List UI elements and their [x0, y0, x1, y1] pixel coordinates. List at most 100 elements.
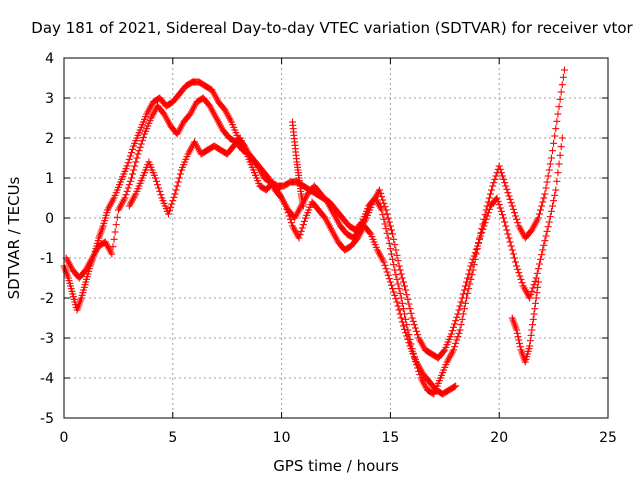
data-point — [401, 282, 409, 290]
data-point — [403, 321, 411, 329]
data-point — [460, 286, 468, 294]
data-point — [526, 342, 534, 350]
data-point — [457, 298, 465, 306]
data-point — [508, 202, 516, 210]
data-point — [552, 125, 560, 133]
data-point — [538, 202, 546, 210]
data-point — [547, 207, 555, 215]
data-point — [513, 326, 521, 334]
data-point — [133, 154, 141, 162]
data-point — [126, 152, 134, 160]
data-point — [168, 200, 176, 208]
data-point — [516, 272, 524, 280]
data-point — [110, 235, 118, 243]
data-point — [538, 251, 546, 259]
data-point — [396, 310, 404, 318]
data-point — [176, 170, 184, 178]
data-point — [516, 339, 524, 347]
data-point — [534, 278, 542, 286]
data-point — [404, 295, 412, 303]
data-point — [506, 238, 514, 246]
data-point — [386, 222, 394, 230]
data-point — [497, 169, 505, 177]
data-point — [473, 242, 481, 250]
data-point — [537, 206, 545, 214]
data-point — [515, 269, 523, 277]
data-point — [387, 226, 395, 234]
data-point — [169, 197, 177, 205]
data-point — [174, 178, 182, 186]
data-point — [531, 305, 539, 313]
data-point — [482, 215, 490, 223]
data-point — [453, 313, 461, 321]
data-point — [455, 306, 463, 314]
x-tick-label: 10 — [273, 430, 291, 446]
data-point — [109, 243, 117, 251]
data-point — [403, 291, 411, 299]
data-point — [450, 323, 458, 331]
data-point — [532, 294, 540, 302]
data-point — [543, 178, 551, 186]
data-point — [545, 166, 553, 174]
data-point — [505, 192, 513, 200]
data-point — [134, 150, 142, 158]
data-point — [296, 231, 304, 239]
data-point — [413, 327, 421, 335]
data-point — [382, 225, 390, 233]
data-point — [113, 213, 121, 221]
data-point — [404, 335, 412, 343]
data-point — [535, 260, 543, 268]
data-point — [286, 215, 294, 223]
data-point — [485, 194, 493, 202]
data-point — [108, 250, 116, 258]
data-point — [396, 289, 404, 297]
data-point — [476, 235, 484, 243]
data-point — [123, 162, 131, 170]
data-point — [553, 117, 561, 125]
data-point — [405, 339, 413, 347]
data-point — [409, 317, 417, 325]
y-tick-label: -5 — [40, 411, 54, 427]
data-point — [506, 195, 514, 203]
data-point — [458, 294, 466, 302]
data-point — [398, 274, 406, 282]
x-tick-label: 25 — [599, 430, 617, 446]
data-point — [391, 241, 399, 249]
data-point — [451, 383, 459, 391]
data-point — [156, 187, 164, 195]
y-axis-label: SDTVAR / TECUs — [5, 176, 23, 299]
data-point — [394, 280, 402, 288]
data-point — [127, 174, 135, 182]
data-point — [465, 270, 473, 278]
data-point — [457, 321, 465, 329]
data-point — [545, 218, 553, 226]
data-point — [112, 221, 120, 229]
data-point — [447, 330, 455, 338]
data-point — [387, 250, 395, 258]
data-point — [392, 271, 400, 279]
data-point — [389, 230, 397, 238]
data-point — [529, 321, 537, 329]
data-point — [452, 382, 460, 390]
data-point — [488, 186, 496, 194]
data-point — [396, 266, 404, 274]
data-point — [513, 215, 521, 223]
data-point — [167, 203, 175, 211]
data-point — [466, 266, 474, 274]
data-point — [454, 310, 462, 318]
data-point — [379, 211, 387, 219]
data-point — [395, 285, 403, 293]
data-point — [154, 181, 162, 189]
data-point — [394, 257, 402, 265]
data-point — [531, 277, 539, 285]
y-tick-label: 3 — [45, 91, 54, 107]
data-point — [398, 318, 406, 326]
data-point — [379, 196, 387, 204]
data-point — [480, 222, 488, 230]
data-point — [383, 268, 391, 276]
data-point — [132, 158, 140, 166]
data-point — [542, 184, 550, 192]
data-point — [557, 143, 565, 151]
data-point — [124, 159, 132, 167]
data-point — [385, 275, 393, 283]
